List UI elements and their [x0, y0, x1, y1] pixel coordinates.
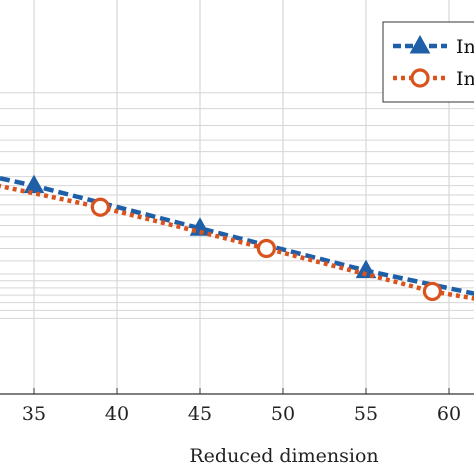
x-axis-label: Reduced dimension	[189, 445, 378, 467]
x-ticks: 35 40 45 50 55 60	[22, 388, 461, 425]
legend-box	[382, 21, 474, 103]
data-point-circle	[256, 238, 276, 259]
legend-entries: In In	[393, 34, 474, 90]
legend-label: In	[456, 36, 474, 58]
x-tick-label: 45	[188, 403, 212, 425]
x-tick-label: 35	[22, 403, 46, 425]
data-point-circle	[90, 197, 111, 217]
legend-item-2: In	[393, 68, 474, 90]
legend: In In	[382, 21, 474, 103]
data-point-circle	[422, 281, 442, 302]
x-tick-label: 60	[437, 403, 461, 425]
grid	[0, 0, 474, 394]
series-group	[0, 174, 474, 302]
data-point-circle	[410, 68, 430, 88]
series-line	[0, 183, 474, 301]
data-point-triangle	[355, 259, 377, 279]
series-2	[0, 183, 474, 302]
legend-item-1: In	[393, 34, 474, 58]
x-tick-label: 40	[105, 403, 129, 425]
data-point-triangle	[409, 34, 431, 54]
x-tick-label: 55	[354, 403, 378, 425]
x-tick-label: 50	[271, 403, 295, 425]
data-point-triangle	[23, 174, 45, 194]
legend-label: In	[456, 68, 474, 90]
series-line	[0, 175, 474, 296]
